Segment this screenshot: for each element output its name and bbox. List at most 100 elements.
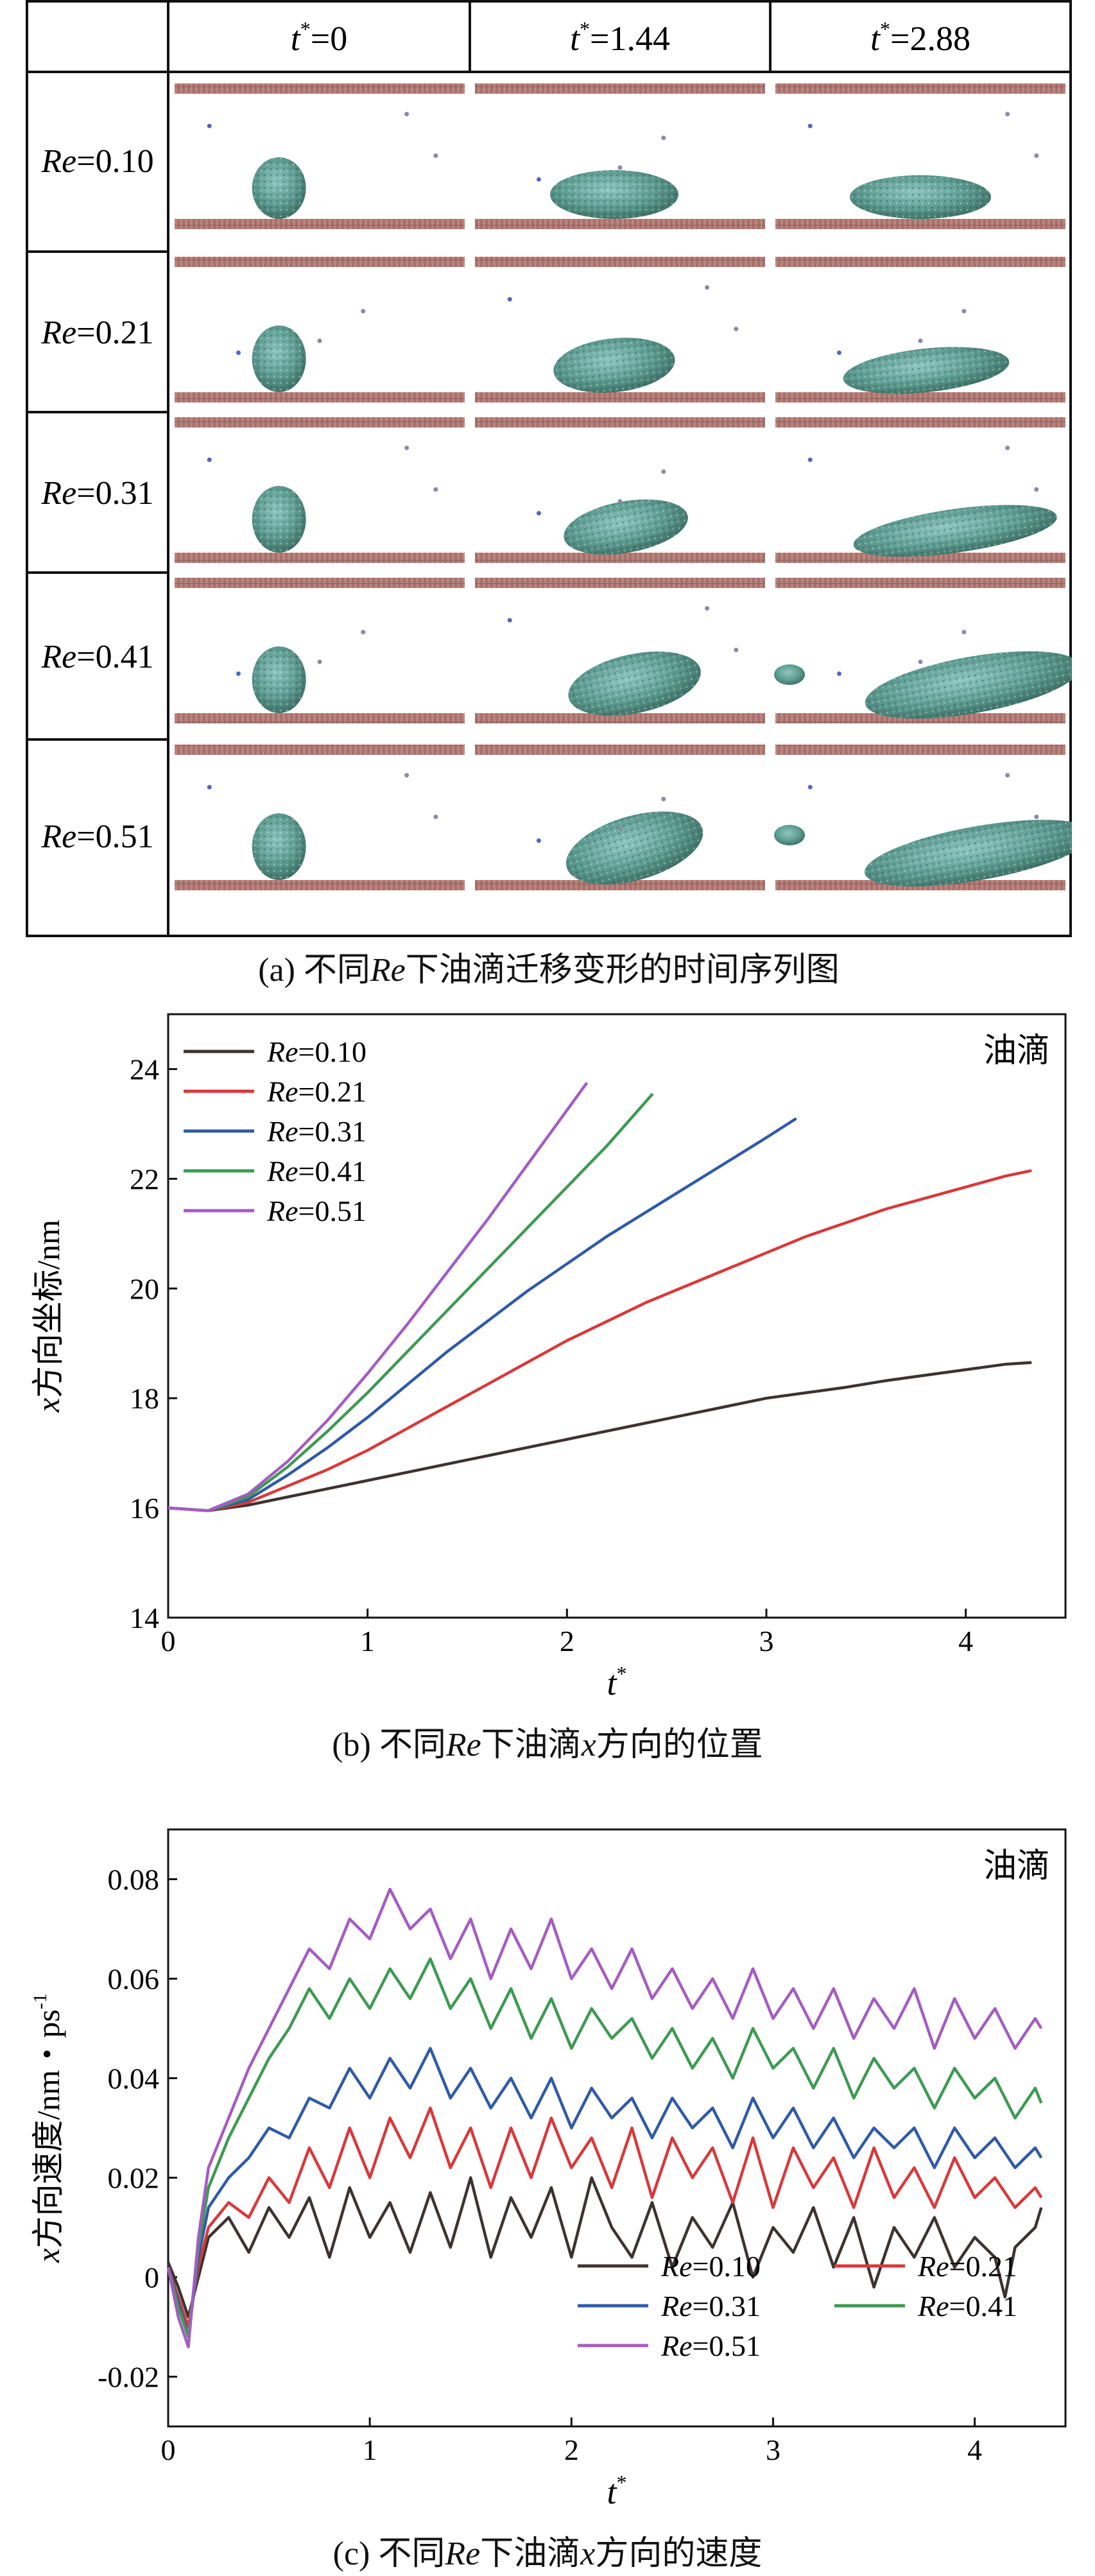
row-label: Re=0.51 xyxy=(40,818,153,855)
solvent-particle xyxy=(661,797,666,802)
top-wall xyxy=(475,83,765,94)
x-tick-label: 0 xyxy=(161,2433,176,2466)
solvent-particle xyxy=(807,784,813,790)
legend-label: Re=0.31 xyxy=(266,1115,366,1148)
series-line xyxy=(166,2106,1043,2329)
top-wall xyxy=(175,83,465,94)
y-tick-label: 14 xyxy=(130,1602,159,1634)
solvent-particle xyxy=(617,499,623,504)
legend-label: Re=0.31 xyxy=(660,2290,761,2322)
solvent-particle xyxy=(734,648,739,652)
solvent-particle xyxy=(1005,445,1010,451)
x-tick-label: 4 xyxy=(967,2433,982,2466)
chart-annotation: 油滴 xyxy=(983,1033,1050,1069)
velocity-chart: 0 1 2 3 4 -0.02 0 0.02 0.04 0.06 0.08 t* x方向速度/nm・ps… xyxy=(30,1828,1067,2511)
solvent-particle xyxy=(536,838,541,843)
solvent-particle xyxy=(207,457,212,462)
solvent-particle xyxy=(1005,773,1010,778)
oil-droplet-texture xyxy=(553,338,675,393)
panel-a-caption: (a) 不同Re下油滴迁移变形的时间序列图 xyxy=(258,952,840,989)
detached-fragment xyxy=(774,664,805,685)
solvent-particle xyxy=(317,338,322,343)
series-line xyxy=(168,1082,589,1512)
oil-droplet-texture xyxy=(865,651,1080,719)
plot-frame xyxy=(167,1828,1067,2428)
series-line xyxy=(166,2046,1043,2338)
solvent-particle xyxy=(661,135,666,141)
legend-label: Re=0.21 xyxy=(917,2250,1017,2283)
solvent-particle xyxy=(705,606,710,611)
top-wall xyxy=(175,745,465,755)
plot-frame xyxy=(167,1013,1067,1619)
oil-droplet-texture xyxy=(843,347,1010,394)
bottom-wall xyxy=(175,880,465,890)
x-tick-label: 1 xyxy=(363,2433,377,2466)
solvent-particle xyxy=(617,165,623,170)
panel-a: t*=0 t*=1.44 t*=2.88 Re=0.10 Re=0.21 Re=… xyxy=(26,0,1092,989)
column-header: t*=0 xyxy=(291,17,347,58)
series-line xyxy=(168,1169,1032,1512)
bottom-wall xyxy=(475,553,765,563)
solvent-particle xyxy=(836,671,841,676)
top-wall xyxy=(775,578,1065,588)
series-line xyxy=(168,1093,654,1512)
oil-droplet-texture xyxy=(864,820,1092,886)
oil-droplet-texture xyxy=(850,175,991,219)
top-wall xyxy=(775,745,1065,755)
solvent-particle xyxy=(507,618,512,623)
top-wall xyxy=(175,257,465,267)
bottom-wall xyxy=(475,713,765,723)
legend-label: Re=0.21 xyxy=(266,1075,366,1108)
solvent-particle xyxy=(433,487,438,492)
oil-droplet-texture xyxy=(853,505,1057,557)
y-tick-label: 16 xyxy=(130,1492,159,1525)
series-line xyxy=(168,1117,797,1512)
x-tick-label: 0 xyxy=(161,1625,176,1657)
top-wall xyxy=(475,257,765,267)
series-line xyxy=(168,1361,1032,1512)
legend-label: Re=0.41 xyxy=(266,1155,366,1188)
oil-droplet-texture xyxy=(565,811,703,885)
y-tick-label: 22 xyxy=(130,1163,159,1195)
x-tick-label: 3 xyxy=(766,2433,780,2466)
legend-label: Re=0.51 xyxy=(660,2330,761,2362)
solvent-particle xyxy=(236,671,241,676)
x-tick-label: 3 xyxy=(759,1625,774,1657)
solvent-particle xyxy=(361,309,366,314)
y-tick-label: 18 xyxy=(130,1382,159,1415)
solvent-particle xyxy=(1034,487,1039,492)
panel-b-caption: (b) 不同Re下油滴x方向的位置 xyxy=(332,1727,763,1763)
top-wall xyxy=(775,257,1065,267)
series-line xyxy=(166,1887,1043,2349)
column-header: t*=2.88 xyxy=(870,17,970,58)
row-label: Re=0.41 xyxy=(40,639,153,675)
oil-droplet-texture xyxy=(252,646,306,713)
x-tick-label: 2 xyxy=(564,2433,579,2466)
solvent-particle xyxy=(961,630,967,635)
row-label: Re=0.21 xyxy=(40,315,153,351)
solvent-particle xyxy=(1005,112,1010,117)
solvent-particle xyxy=(807,457,813,462)
bottom-wall xyxy=(475,392,765,402)
solvent-particle xyxy=(433,815,438,819)
oil-droplet-texture xyxy=(568,651,701,716)
top-wall xyxy=(475,417,765,428)
solvent-particle xyxy=(361,630,366,635)
y-tick-label: 0 xyxy=(144,2261,159,2294)
solvent-particle xyxy=(536,177,541,182)
detached-fragment xyxy=(774,825,805,845)
x-tick-label: 4 xyxy=(958,1625,973,1657)
y-tick-label: 24 xyxy=(130,1053,159,1085)
oil-droplet-texture xyxy=(252,325,306,392)
solvent-particle xyxy=(661,469,666,474)
bottom-wall xyxy=(775,553,1065,563)
legend-label: Re=0.51 xyxy=(266,1195,366,1227)
solvent-particle xyxy=(404,773,410,778)
oil-droplet-texture xyxy=(564,499,688,555)
chart-annotation: 油滴 xyxy=(983,1848,1050,1885)
solvent-particle xyxy=(836,350,841,355)
bottom-wall xyxy=(175,219,465,229)
legend-label: Re=0.10 xyxy=(660,2250,761,2283)
top-wall xyxy=(475,578,765,588)
y-tick-label: -0.02 xyxy=(98,2361,159,2394)
